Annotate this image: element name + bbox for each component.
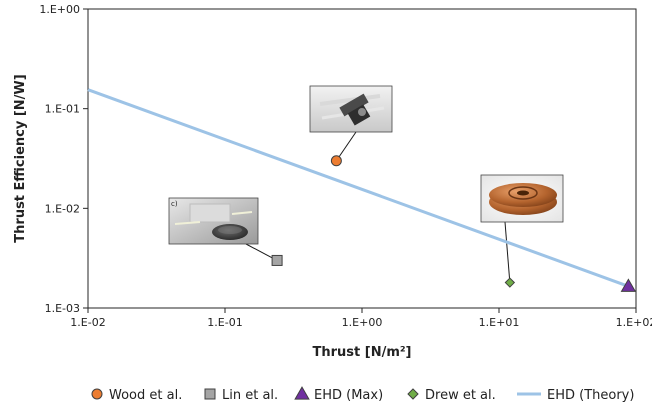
photo-lin-device: c) bbox=[168, 197, 259, 245]
photo-lin-panel-label: c) bbox=[171, 200, 178, 208]
legend: Wood et al. Lin et al. EHD (Max) Drew et al… bbox=[91, 386, 634, 403]
x-tick-label: 1.E+02 bbox=[616, 316, 652, 329]
photo-wood-robobee bbox=[309, 85, 393, 133]
theory-line bbox=[87, 88, 629, 288]
point-ehd-max bbox=[620, 278, 637, 292]
legend-symbol-wood-et-al bbox=[91, 388, 103, 400]
x-tick-label: 1.E+01 bbox=[479, 316, 520, 329]
point-wood-et-al bbox=[330, 155, 342, 167]
legend-item-drew-et-al: Drew et al. bbox=[407, 388, 496, 403]
x-tick-label: 1.E-02 bbox=[70, 316, 105, 329]
leader-line bbox=[335, 131, 357, 162]
y-axis-title: Thrust Efficiency [N/W] bbox=[13, 74, 28, 242]
y-tick-label: 1.E-01 bbox=[45, 103, 80, 116]
point-drew-et-al bbox=[504, 277, 516, 288]
legend-item-wood-et-al: Wood et al. bbox=[91, 388, 182, 403]
y-tick-label: 1.E-02 bbox=[45, 202, 80, 215]
x-axis: 1.E-02 1.E-01 1.E+00 1.E+01 1.E+02 bbox=[70, 308, 652, 329]
legend-item-lin-et-al: Lin et al. bbox=[204, 388, 278, 403]
photo-leader-lines bbox=[245, 131, 511, 283]
point-lin-et-al bbox=[271, 254, 283, 266]
legend-item-ehd-theory: EHD (Theory) bbox=[517, 388, 634, 403]
legend-symbol-ehd-max bbox=[294, 386, 310, 400]
photo-drew-device bbox=[480, 174, 564, 223]
legend-label: EHD (Theory) bbox=[547, 388, 634, 403]
series-ehd-theory-line bbox=[87, 88, 629, 288]
leader-line bbox=[504, 221, 511, 283]
x-tick-label: 1.E-01 bbox=[207, 316, 242, 329]
y-axis: 1.E-03 1.E-02 1.E-01 1.E+00 bbox=[39, 3, 88, 315]
legend-label: Drew et al. bbox=[425, 388, 496, 403]
y-tick-label: 1.E+00 bbox=[39, 3, 80, 16]
legend-symbol-drew-et-al bbox=[407, 388, 419, 400]
x-tick-label: 1.E+00 bbox=[342, 316, 383, 329]
legend-label: EHD (Max) bbox=[314, 388, 383, 403]
legend-item-ehd-max: EHD (Max) bbox=[294, 386, 383, 403]
plot-area bbox=[87, 8, 637, 309]
y-tick-label: 1.E-03 bbox=[45, 302, 80, 315]
legend-label: Lin et al. bbox=[222, 388, 278, 403]
legend-symbol-lin-et-al bbox=[204, 388, 216, 400]
x-axis-title: Thrust [N/m²] bbox=[312, 345, 411, 360]
data-markers bbox=[271, 155, 637, 292]
legend-label: Wood et al. bbox=[109, 388, 182, 403]
